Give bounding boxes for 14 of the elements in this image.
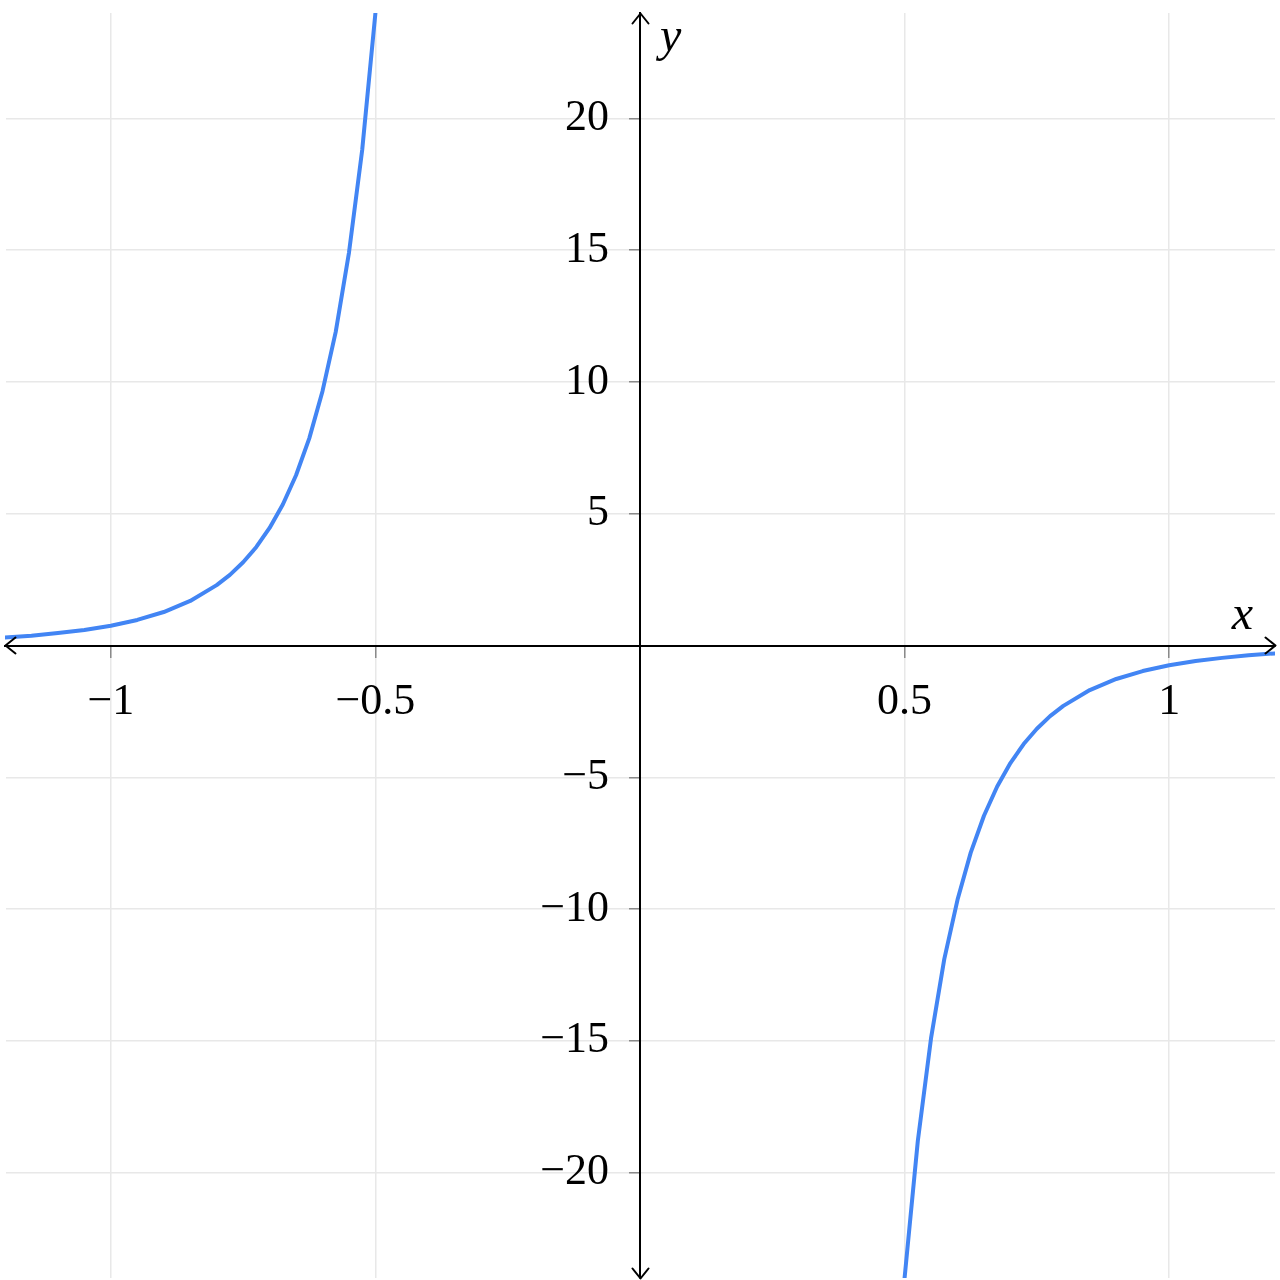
y-tick-label: 20 [565, 90, 609, 140]
y-tick-label: 10 [565, 354, 609, 404]
x-tick-label: −0.5 [335, 675, 416, 725]
x-tick-label: −1 [87, 675, 135, 725]
y-tick-label: −15 [540, 1013, 609, 1063]
y-axis-title: y [655, 8, 682, 61]
y-tick-label: 5 [587, 486, 609, 536]
y-tick-label: −10 [540, 881, 609, 931]
x-axis-title: x [1230, 585, 1253, 639]
y-tick-label: −20 [540, 1145, 609, 1195]
x-tick-label: 0.5 [877, 675, 933, 725]
y-tick-label: −5 [562, 749, 609, 799]
x-tick-label: 1 [1158, 675, 1181, 725]
y-tick-label: 15 [565, 222, 609, 272]
